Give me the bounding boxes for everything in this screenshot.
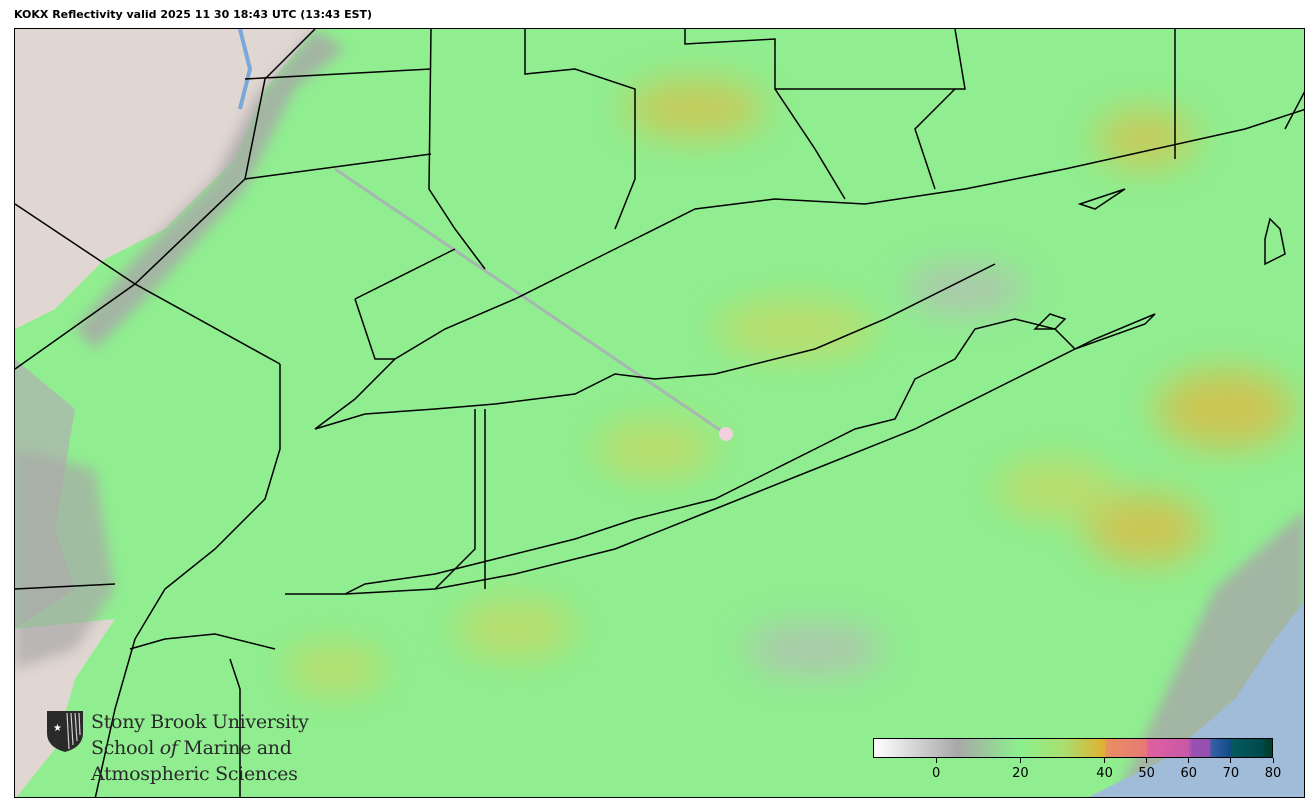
colorbar-tick	[1019, 758, 1021, 763]
coastlines-and-borders	[15, 29, 1304, 797]
colorbar-tick-label: 70	[1222, 766, 1240, 781]
colorbar-tick-label: 0	[932, 766, 941, 781]
beam-blockage-spike	[334, 167, 727, 436]
colorbar-tick	[1146, 758, 1148, 763]
colorbar-tick	[1104, 758, 1106, 763]
colorbar-tick	[935, 758, 937, 763]
clutter-band	[15, 29, 1304, 797]
svg-text:★: ★	[53, 723, 62, 734]
colorbar-tick-label: 40	[1096, 766, 1113, 781]
colorbar-tick-label: 60	[1180, 766, 1198, 781]
colorbar-tick-label: 50	[1138, 766, 1155, 781]
shield-logo-icon: ★	[47, 711, 83, 752]
logo-line-atmospheric: Atmospheric Sciences	[91, 763, 298, 785]
radar-site-marker	[719, 427, 733, 441]
colorbar-tick-label: 20	[1012, 766, 1029, 781]
colorbar-tick	[1272, 758, 1274, 763]
colorbar-tick	[1230, 758, 1232, 763]
map-title: KOKX Reflectivity valid 2025 11 30 18:43…	[14, 8, 373, 21]
colorbar-tick-label: 80	[1264, 766, 1282, 781]
colorbar-tick	[1188, 758, 1190, 763]
radar-map[interactable]: ★ Stony Brook University School of Marin…	[14, 28, 1305, 798]
logo-line-university: Stony Brook University	[91, 711, 309, 733]
logo-line-school: School of Marine and	[91, 737, 292, 759]
sbu-somas-logo: ★ Stony Brook University School of Marin…	[45, 709, 309, 787]
map-canvas	[15, 29, 1304, 797]
moderate-echoes	[285, 79, 1295, 694]
reflectivity-colorbar	[873, 738, 1273, 758]
